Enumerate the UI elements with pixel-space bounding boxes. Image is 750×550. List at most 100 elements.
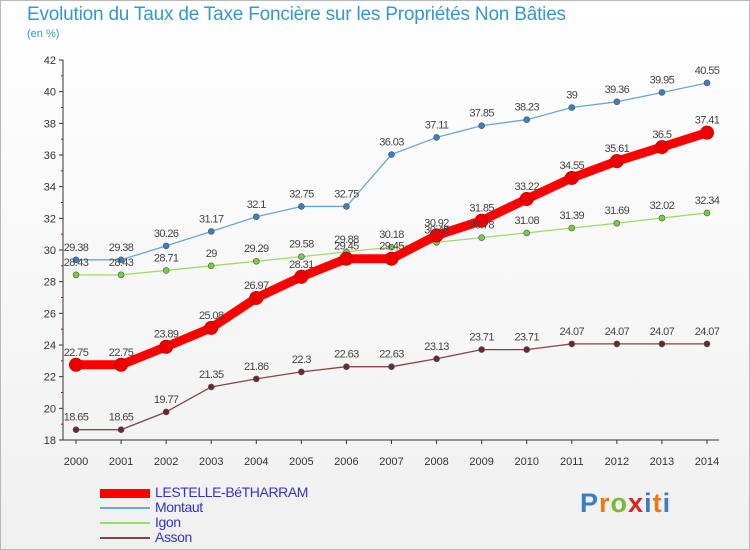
data-point-lestelle-b-tharram [654, 140, 669, 155]
legend-swatch [100, 488, 150, 498]
data-point-igon [72, 271, 80, 279]
data-label-montaut: 32.75 [334, 188, 359, 200]
data-label-igon: 29.29 [244, 243, 269, 255]
data-point-asson [117, 426, 125, 434]
data-label-igon: 28.43 [109, 257, 134, 269]
data-label-igon: 31.08 [514, 215, 539, 227]
data-point-lestelle-b-tharram [159, 339, 174, 354]
legend-item: Asson [100, 529, 360, 545]
data-label-asson: 24.07 [560, 326, 585, 338]
data-point-asson [478, 346, 485, 353]
x-tick-label: 2014 [695, 456, 719, 468]
data-point-igon [523, 229, 531, 237]
data-label-asson: 24.07 [605, 326, 630, 338]
data-point-lestelle-b-tharram [249, 290, 264, 305]
data-label-lestelle-b-tharram: 31.85 [469, 203, 494, 215]
data-point-montaut [703, 79, 711, 87]
y-tick-label: 28 [44, 277, 56, 289]
x-tick-label: 2009 [469, 456, 493, 468]
logo-letter: i [644, 488, 653, 518]
data-point-asson [613, 340, 621, 348]
legend-item: Igon [100, 514, 360, 530]
data-point-igon [298, 253, 305, 260]
data-label-asson: 21.86 [244, 361, 269, 373]
data-label-lestelle-b-tharram: 37.41 [695, 115, 720, 127]
data-point-igon [252, 257, 260, 265]
data-label-lestelle-b-tharram: 23.89 [154, 329, 179, 341]
y-tick-label: 26 [44, 308, 56, 320]
x-tick-label: 2001 [109, 456, 133, 468]
data-point-igon [388, 243, 395, 251]
data-point-lestelle-b-tharram [114, 357, 129, 372]
data-label-igon: 29.88 [334, 234, 359, 246]
x-tick-label: 2000 [64, 456, 88, 468]
y-tick-label: 24 [44, 340, 56, 352]
y-tick-label: 34 [44, 182, 56, 194]
data-point-lestelle-b-tharram [69, 357, 83, 372]
logo-letter: x [628, 488, 645, 518]
data-point-igon [162, 267, 170, 274]
data-label-igon: 32.34 [695, 195, 720, 207]
data-label-montaut: 39 [566, 90, 578, 102]
legend-swatch [100, 522, 150, 524]
data-label-montaut: 31.17 [199, 213, 224, 225]
data-point-montaut [117, 256, 125, 264]
data-label-lestelle-b-tharram: 30.92 [424, 217, 449, 229]
data-label-igon: 31.39 [560, 210, 585, 222]
data-point-lestelle-b-tharram [339, 251, 354, 266]
x-tick-label: 2008 [424, 456, 448, 468]
legend-item: LESTELLE-BéTHARRAM [100, 484, 360, 500]
data-label-lestelle-b-tharram: 26.97 [244, 280, 269, 292]
legend-label: Montaut [155, 499, 203, 515]
data-label-asson: 24.07 [695, 326, 720, 338]
legend-label: LESTELLE-BéTHARRAM [155, 484, 309, 500]
data-label-montaut: 32.75 [289, 188, 314, 200]
data-point-lestelle-b-tharram [564, 170, 579, 185]
data-point-montaut [207, 228, 215, 235]
data-label-lestelle-b-tharram: 29.45 [379, 241, 404, 253]
data-point-asson [72, 426, 80, 434]
data-point-asson [703, 340, 711, 348]
data-label-lestelle-b-tharram: 35.61 [605, 143, 630, 155]
logo-letter: r [599, 488, 611, 518]
proxiti-logo: Proxiti [580, 488, 671, 519]
data-label-asson: 23.71 [514, 332, 539, 344]
data-point-lestelle-b-tharram [384, 251, 399, 266]
y-tick-label: 22 [44, 372, 56, 384]
data-label-asson: 24.07 [650, 326, 675, 338]
y-tick-label: 18 [44, 435, 56, 447]
data-point-montaut [478, 122, 485, 130]
data-point-asson [252, 375, 260, 383]
y-tick-label: 30 [44, 245, 56, 257]
data-point-lestelle-b-tharram [474, 213, 489, 228]
x-tick-label: 2013 [650, 456, 674, 468]
y-tick-label: 40 [44, 87, 56, 99]
logo-letter: P [580, 488, 600, 518]
y-tick-label: 32 [44, 213, 56, 225]
x-tick-label: 2004 [244, 456, 268, 468]
x-tick-label: 2007 [379, 456, 403, 468]
data-point-montaut [298, 203, 305, 210]
data-label-asson: 22.3 [292, 354, 311, 366]
data-label-igon: 29.58 [289, 239, 314, 251]
data-label-montaut: 36.03 [379, 137, 404, 149]
data-point-lestelle-b-tharram [294, 269, 309, 284]
data-label-lestelle-b-tharram: 22.75 [109, 347, 134, 359]
data-point-igon [117, 271, 125, 279]
data-label-lestelle-b-tharram: 29.45 [334, 241, 359, 253]
data-point-montaut [388, 151, 395, 158]
logo-letter: o [610, 488, 629, 518]
data-label-lestelle-b-tharram: 34.55 [560, 160, 585, 172]
data-label-igon: 30.18 [379, 229, 404, 241]
data-label-igon: 28.43 [64, 257, 89, 269]
data-point-igon [613, 219, 621, 227]
data-label-asson: 23.71 [469, 332, 494, 344]
data-point-lestelle-b-tharram [204, 320, 219, 335]
data-point-montaut [343, 203, 350, 210]
data-label-asson: 22.63 [379, 349, 404, 361]
chart-title: Evolution du Taux de Taxe Foncière sur l… [27, 4, 566, 25]
data-label-igon: 29 [206, 248, 218, 260]
data-point-asson [298, 368, 305, 376]
data-point-lestelle-b-tharram [609, 154, 624, 169]
